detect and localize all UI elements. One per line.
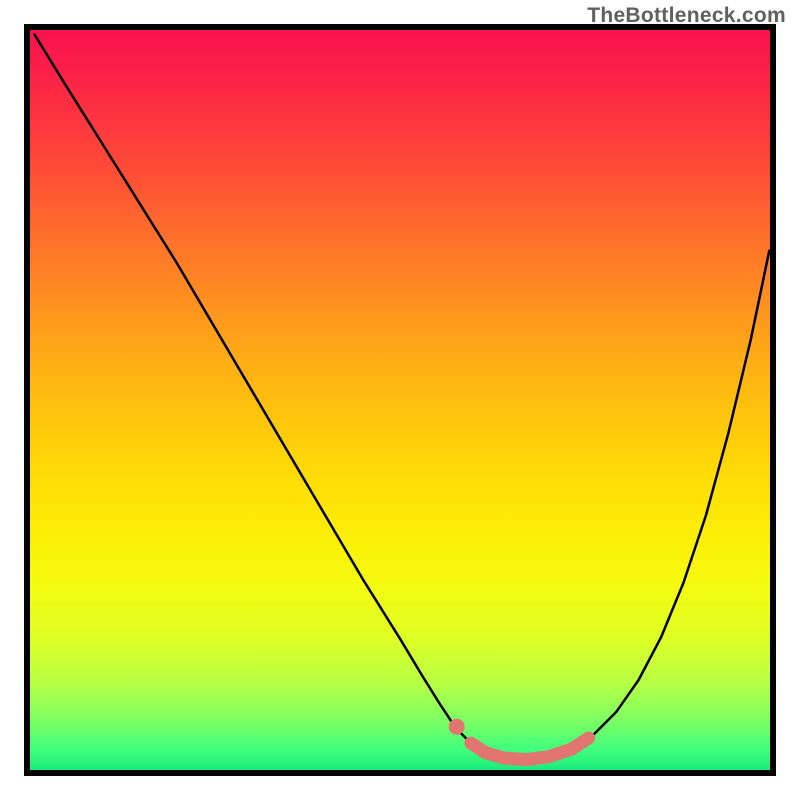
plot-background — [27, 27, 773, 773]
attribution-text: TheBottleneck.com — [587, 4, 786, 28]
bottleneck-chart — [0, 0, 800, 800]
highlight-dot — [449, 719, 465, 735]
